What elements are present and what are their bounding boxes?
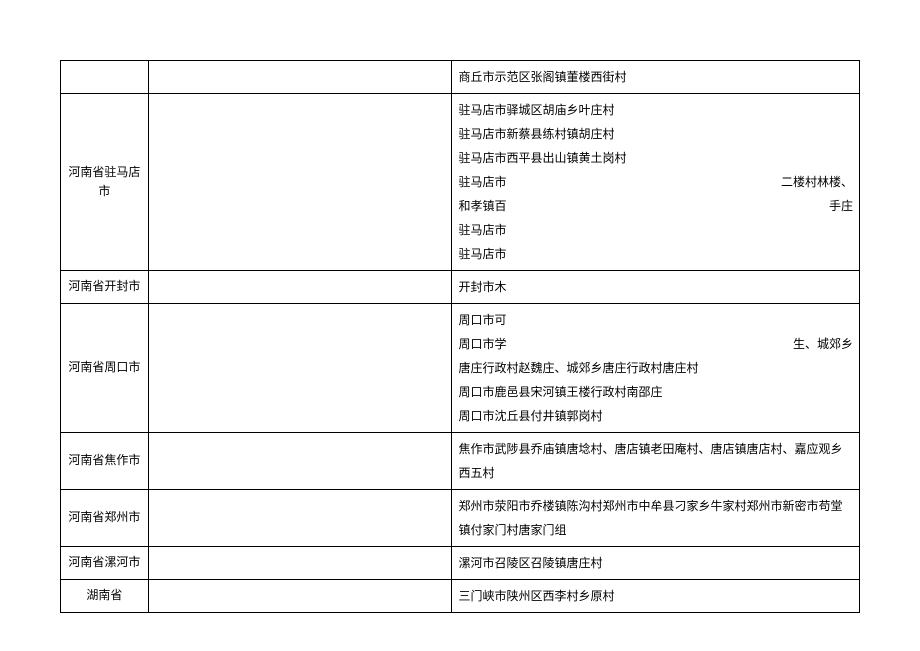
- details-cell: 焦作市武陟县乔庙镇唐埝村、唐店镇老田庵村、唐店镇唐店村、嘉应观乡西五村: [452, 433, 860, 490]
- details-cell: 周口市可周口市学 生、城郊乡唐庄行政村赵魏庄、城郊乡唐庄行政村唐庄村周口市鹿邑县宋…: [452, 304, 860, 433]
- region-cell: 河南省郑州市: [61, 490, 149, 547]
- detail-line: 开封市木: [458, 275, 853, 299]
- detail-line: 驻马店市: [458, 218, 853, 242]
- details-cell: 驻马店市驿城区胡庙乡叶庄村驻马店市新蔡县练村镇胡庄村驻马店市西平县出山镇黄土岗村…: [452, 94, 860, 271]
- table-row: 河南省周口市 周口市可周口市学 生、城郊乡唐庄行政村赵魏庄、城郊乡唐庄行政村唐庄村周…: [61, 304, 860, 433]
- table-row: 河南省焦作市 焦作市武陟县乔庙镇唐埝村、唐店镇老田庵村、唐店镇唐店村、嘉应观乡西五…: [61, 433, 860, 490]
- region-cell: [61, 61, 149, 94]
- region-cell: 河南省驻马店市: [61, 94, 149, 271]
- detail-left: 周口市学: [458, 332, 506, 356]
- table-row: 河南省驻马店市 驻马店市驿城区胡庙乡叶庄村驻马店市新蔡县练村镇胡庄村驻马店市西平县…: [61, 94, 860, 271]
- middle-cell: [148, 94, 452, 271]
- table-row: 河南省漯河市 漯河市召陵区召陵镇唐庄村: [61, 547, 860, 580]
- middle-cell: [148, 433, 452, 490]
- detail-line: 驻马店市西平县出山镇黄土岗村: [458, 146, 853, 170]
- detail-line: 唐庄行政村赵魏庄、城郊乡唐庄行政村唐庄村: [458, 356, 853, 380]
- details-cell: 商丘市示范区张阁镇董楼西街村: [452, 61, 860, 94]
- details-cell: 三门峡市陕州区西李村乡原村: [452, 580, 860, 613]
- table-row: 河南省郑州市 郑州市荥阳市乔楼镇陈沟村郑州市中牟县刁家乡牛家村郑州市新密市苟堂镇付…: [61, 490, 860, 547]
- region-cell: 湖南省: [61, 580, 149, 613]
- detail-line: 郑州市荥阳市乔楼镇陈沟村郑州市中牟县刁家乡牛家村郑州市新密市苟堂镇付家门村唐家门…: [458, 494, 853, 542]
- detail-right: 二楼村林楼、: [781, 170, 853, 194]
- detail-line: 驻马店市驿城区胡庙乡叶庄村: [458, 98, 853, 122]
- table-row: 商丘市示范区张阁镇董楼西街村: [61, 61, 860, 94]
- detail-line: 焦作市武陟县乔庙镇唐埝村、唐店镇老田庵村、唐店镇唐店村、嘉应观乡西五村: [458, 437, 853, 485]
- middle-cell: [148, 304, 452, 433]
- detail-left: 驻马店市: [458, 170, 506, 194]
- detail-right: 生、城郊乡: [793, 332, 853, 356]
- table-row: 湖南省 三门峡市陕州区西李村乡原村: [61, 580, 860, 613]
- middle-cell: [148, 547, 452, 580]
- details-cell: 漯河市召陵区召陵镇唐庄村: [452, 547, 860, 580]
- middle-cell: [148, 61, 452, 94]
- region-cell: 河南省周口市: [61, 304, 149, 433]
- table-row: 河南省开封市 开封市木: [61, 271, 860, 304]
- data-table: 商丘市示范区张阁镇董楼西街村河南省驻马店市 驻马店市驿城区胡庙乡叶庄村驻马店市新蔡…: [60, 60, 860, 613]
- region-cell: 河南省焦作市: [61, 433, 149, 490]
- detail-line: 周口市沈丘县付井镇郭岗村: [458, 404, 853, 428]
- details-cell: 郑州市荥阳市乔楼镇陈沟村郑州市中牟县刁家乡牛家村郑州市新密市苟堂镇付家门村唐家门…: [452, 490, 860, 547]
- middle-cell: [148, 271, 452, 304]
- detail-line: 周口市学 生、城郊乡: [458, 332, 853, 356]
- detail-line: 驻马店市新蔡县练村镇胡庄村: [458, 122, 853, 146]
- region-cell: 河南省开封市: [61, 271, 149, 304]
- detail-right: 手庄: [829, 194, 853, 218]
- middle-cell: [148, 580, 452, 613]
- region-cell: 河南省漯河市: [61, 547, 149, 580]
- detail-line: 周口市鹿邑县宋河镇王楼行政村南邵庄: [458, 380, 853, 404]
- detail-line: 商丘市示范区张阁镇董楼西街村: [458, 65, 853, 89]
- detail-line: 周口市可: [458, 308, 853, 332]
- detail-line: 驻马店市 二楼村林楼、: [458, 170, 853, 194]
- details-cell: 开封市木: [452, 271, 860, 304]
- detail-line: 驻马店市: [458, 242, 853, 266]
- detail-line: 和孝镇百 手庄: [458, 194, 853, 218]
- detail-left: 和孝镇百: [458, 194, 506, 218]
- detail-line: 漯河市召陵区召陵镇唐庄村: [458, 551, 853, 575]
- detail-line: 三门峡市陕州区西李村乡原村: [458, 584, 853, 608]
- middle-cell: [148, 490, 452, 547]
